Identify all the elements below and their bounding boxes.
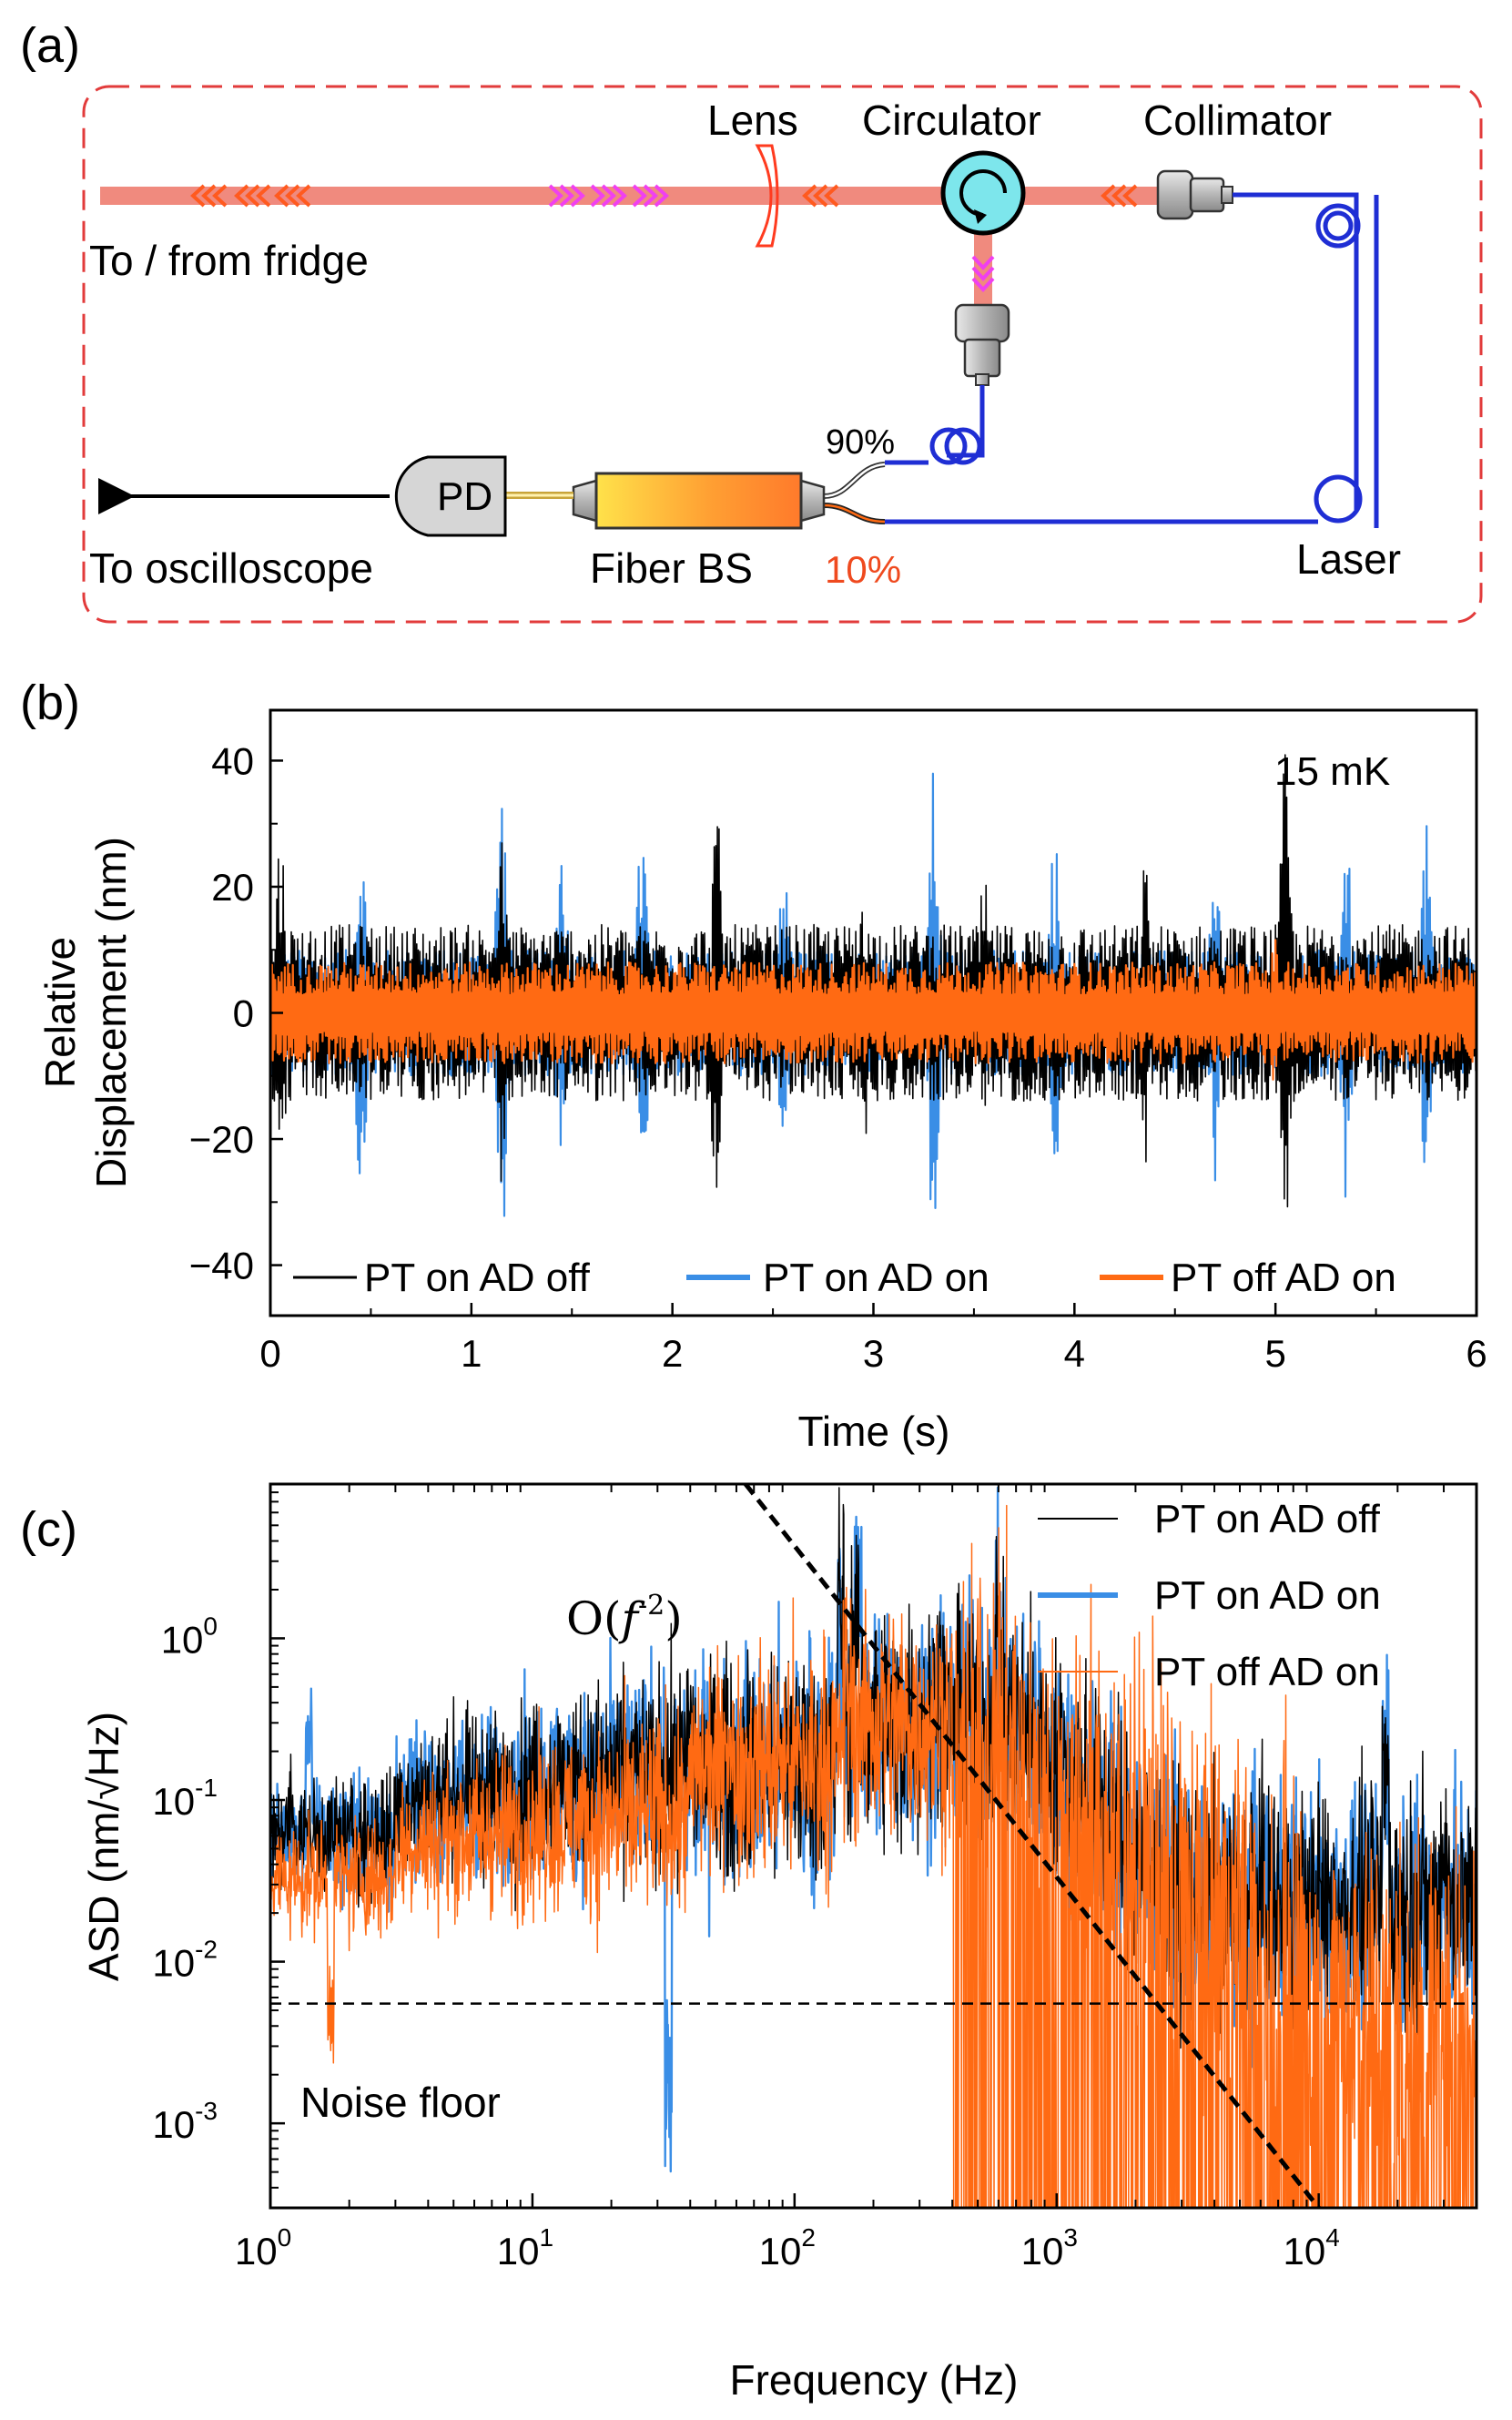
- panel-b-label: (b): [20, 676, 80, 730]
- chevrons-left-2: [802, 184, 1138, 208]
- b-xtick-label: 6: [1466, 1332, 1487, 1375]
- b-xtick-label: 2: [662, 1332, 683, 1375]
- b-ytick-label: −40: [189, 1245, 254, 1287]
- fit-line-label: O(f-2): [566, 1590, 683, 1645]
- collimator-vertical-icon: [954, 303, 1010, 386]
- fiber-bs-icon: [572, 472, 826, 530]
- legend-c-label-2: PT on AD on: [1154, 1573, 1381, 1618]
- fiber-paths: [885, 192, 1379, 528]
- b-series-0: [270, 754, 1476, 1208]
- panel-a: (a) Lens Circulator: [20, 18, 1483, 624]
- b-series-2: [270, 939, 1476, 1081]
- pct10-label: 10%: [825, 548, 901, 591]
- panel-b-traces: [270, 754, 1476, 1217]
- lens-label: Lens: [707, 97, 798, 144]
- c-series-2: [270, 1504, 1476, 2208]
- b-ytick-label: −20: [189, 1118, 254, 1161]
- panel-c-xlabel: Frequency (Hz): [730, 2356, 1019, 2404]
- panel-c-frame: [269, 1482, 1478, 2210]
- laser-label: Laser: [1296, 535, 1401, 583]
- c-xtick-label: 104: [1284, 2223, 1340, 2273]
- panel-b: (b) 0 1 2 3 4 5 6 −40 −20 0 20 40 15 mK Time (s) Re…: [20, 676, 1487, 1455]
- setup-frame: [82, 85, 1483, 624]
- c-xtick-label: 103: [1021, 2223, 1078, 2273]
- chevrons-right: [548, 184, 669, 208]
- c-ytick-label: 10-3: [152, 2097, 218, 2146]
- pct90-label: 90%: [826, 423, 895, 462]
- c-ytick-label: 10-2: [152, 1936, 218, 1985]
- panel-b-frame: [269, 708, 1478, 1317]
- chevrons-left-1: [190, 184, 311, 208]
- circulator-icon: [940, 150, 1026, 236]
- c-xtick-label: 102: [759, 2223, 816, 2273]
- b-xtick-label: 0: [259, 1332, 280, 1375]
- b-xtick-label: 3: [863, 1332, 884, 1375]
- legend-b-label-3: PT off AD on: [1171, 1256, 1396, 1300]
- panel-c-ylabel: ASD (nm/√Hz): [80, 1712, 127, 1981]
- panel-a-label: (a): [20, 18, 80, 73]
- legend-b-label-1: PT on AD off: [364, 1256, 591, 1300]
- photodetector-icon: [394, 455, 507, 537]
- panel-b-ylabel-1: Relative: [36, 937, 84, 1088]
- b-ytick-label: 20: [211, 866, 254, 909]
- fit-line: [744, 1484, 1321, 2208]
- panel-b-xlabel: Time (s): [798, 1408, 950, 1455]
- legend-b-label-2: PT on AD on: [763, 1256, 989, 1300]
- circulator-label: Circulator: [862, 97, 1041, 144]
- legend-c-label-3: PT off AD on: [1154, 1650, 1380, 1694]
- panel-c-label: (c): [20, 1502, 77, 1557]
- panel-b-axes: 0 1 2 3 4 5 6 −40 −20 0 20 40: [189, 739, 1487, 1375]
- b-ytick-label: 40: [211, 739, 254, 782]
- c-ytick-label: 100: [161, 1612, 218, 1661]
- to-oscilloscope-label: To oscilloscope: [89, 544, 373, 592]
- panel-c: (c) 100 101 102 103 104 10-3 10-2 10-1 100 Noise…: [20, 1482, 1478, 2404]
- c-xtick-label: 100: [235, 2223, 291, 2273]
- panel-c-legend: PT on AD off PT on AD on PT off AD on: [1038, 1497, 1381, 1694]
- fiber-bs-label: Fiber BS: [590, 544, 753, 592]
- panel-c-traces: [270, 1484, 1476, 2208]
- to-from-fridge-label: To / from fridge: [89, 237, 369, 284]
- b-xtick-label: 4: [1064, 1332, 1085, 1375]
- chevrons-down: [971, 255, 995, 292]
- lens-icon: [755, 144, 779, 248]
- noise-floor-label: Noise floor: [300, 2079, 501, 2126]
- panel-b-annotation: 15 mK: [1274, 749, 1390, 794]
- legend-c-label-1: PT on AD off: [1154, 1497, 1381, 1541]
- collimator-label: Collimator: [1143, 97, 1332, 144]
- c-xtick-label: 101: [497, 2223, 553, 2273]
- b-xtick-label: 1: [461, 1332, 482, 1375]
- b-xtick-label: 5: [1264, 1332, 1285, 1375]
- c-ytick-label: 10-1: [152, 1774, 218, 1823]
- b-ytick-label: 0: [233, 992, 254, 1035]
- collimator-icon: [1156, 169, 1233, 220]
- pd-label: PD: [437, 474, 492, 519]
- panel-b-legend: PT on AD off PT on AD on PT off AD on: [282, 1247, 1466, 1302]
- panel-b-ylabel-2: Displacement (nm): [87, 837, 135, 1188]
- free-space-beam: [100, 187, 1161, 205]
